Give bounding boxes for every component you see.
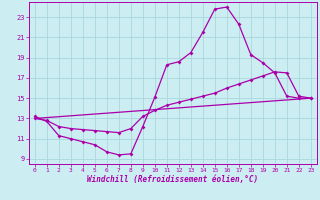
X-axis label: Windchill (Refroidissement éolien,°C): Windchill (Refroidissement éolien,°C) — [87, 175, 258, 184]
